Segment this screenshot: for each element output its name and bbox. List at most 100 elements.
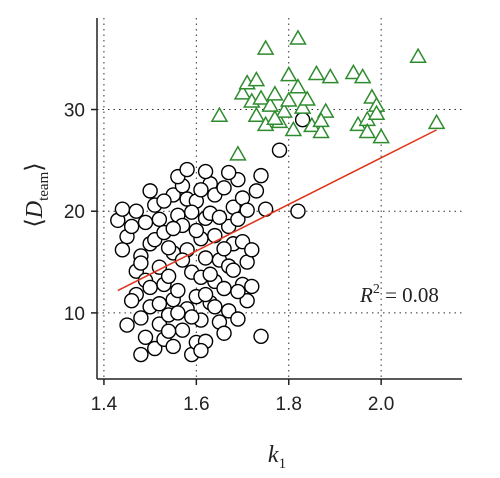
circle-point (253, 328, 269, 344)
circle-point (188, 222, 205, 239)
y-axis-label: ⟨Dteam⟩ (22, 162, 52, 227)
circle-point (216, 280, 232, 297)
circle-point (133, 310, 149, 326)
triangle-series (210, 29, 446, 161)
circle-point (290, 203, 306, 219)
triangle-point (344, 63, 363, 80)
circle-point (184, 309, 200, 325)
triangle-point (293, 98, 312, 114)
circle-point (160, 323, 177, 339)
x-tick-label: 1.6 (183, 394, 209, 415)
y-label-sub: team (36, 171, 52, 200)
circle-point (184, 204, 200, 220)
circle-point (123, 292, 140, 309)
annotation-r: R (359, 283, 373, 307)
triangle-point (367, 104, 386, 120)
circle-point (207, 227, 223, 244)
circle-point (197, 250, 214, 266)
r-squared-annotation: R2 = 0.08 (359, 282, 439, 307)
triangle-point (298, 90, 317, 106)
circle-point (142, 279, 158, 296)
circle-point (151, 211, 168, 228)
circle-point (193, 342, 209, 359)
circle-point (197, 286, 214, 303)
y-tick-label: 20 (64, 202, 85, 223)
circle-point (151, 296, 168, 312)
circle-point (123, 218, 140, 235)
fit-line (117, 129, 437, 292)
circle-series (110, 111, 311, 363)
circle-point (114, 201, 131, 217)
circle-point (271, 142, 288, 158)
circle-point (230, 211, 246, 228)
triangle-point (247, 71, 266, 87)
circle-point (244, 242, 260, 258)
y-tick-label: 30 (64, 101, 85, 122)
circle-point (174, 322, 191, 338)
circle-point (220, 164, 237, 181)
axis-ticks (91, 108, 382, 385)
circle-point (119, 317, 135, 333)
triangle-point (321, 67, 340, 84)
triangle-point (229, 145, 247, 161)
triangle-point (279, 91, 298, 107)
circle-point (216, 325, 232, 341)
circle-point (230, 311, 246, 327)
circle-point (165, 338, 181, 355)
circle-point (193, 182, 209, 198)
y-tick-label: 10 (64, 304, 85, 325)
circle-point (170, 282, 186, 299)
circle-point (225, 262, 241, 278)
circle-point (133, 255, 149, 271)
triangle-point (261, 96, 280, 112)
circle-point (137, 329, 154, 346)
triangle-point (312, 122, 330, 139)
circle-point (216, 241, 232, 257)
x-axis-label: k1 (268, 442, 286, 472)
triangle-point (279, 65, 298, 82)
circle-point (202, 266, 218, 282)
x-label-sub: 1 (279, 456, 287, 472)
triangle-point (312, 111, 330, 128)
x-tick-label: 1.4 (91, 394, 118, 415)
circle-point (239, 202, 255, 218)
circle-point (156, 193, 172, 209)
triangle-point (358, 122, 377, 139)
circle-point (230, 283, 246, 300)
triangle-point (233, 84, 252, 100)
triangle-point (409, 47, 427, 64)
triangle-point (210, 106, 229, 122)
circle-point (248, 183, 265, 199)
triangle-point (266, 109, 284, 126)
circle-point (239, 292, 255, 309)
x-tick-label: 2.0 (368, 394, 394, 415)
x-label-base: k (268, 442, 279, 468)
triangle-point (289, 78, 307, 94)
tick-labels: 1.4 1.6 1.8 2.0 10 20 30 (64, 101, 394, 415)
y-label-close: ⟩ (22, 162, 48, 171)
circle-point (244, 278, 260, 295)
triangle-point (307, 64, 326, 81)
triangle-point (247, 106, 266, 122)
triangle-point (353, 67, 372, 84)
circle-point (114, 242, 131, 258)
circle-point (165, 220, 181, 237)
circle-point (179, 161, 195, 178)
triangle-point (284, 120, 303, 137)
circle-point (142, 183, 158, 199)
triangle-point (266, 85, 284, 101)
circle-point (147, 340, 163, 357)
triangle-point (256, 39, 275, 55)
circle-point (160, 240, 177, 256)
x-tick-label: 1.8 (276, 394, 302, 415)
circle-point (128, 203, 144, 219)
circle-point (216, 180, 232, 196)
circle-point (253, 167, 269, 184)
triangle-point (289, 29, 307, 45)
triangle-point (372, 127, 390, 144)
annotation-sup: 2 (373, 282, 380, 297)
circle-point (160, 268, 177, 284)
y-label-open: ⟨ (22, 218, 48, 227)
circle-point (170, 305, 186, 321)
circle-point (207, 299, 223, 315)
